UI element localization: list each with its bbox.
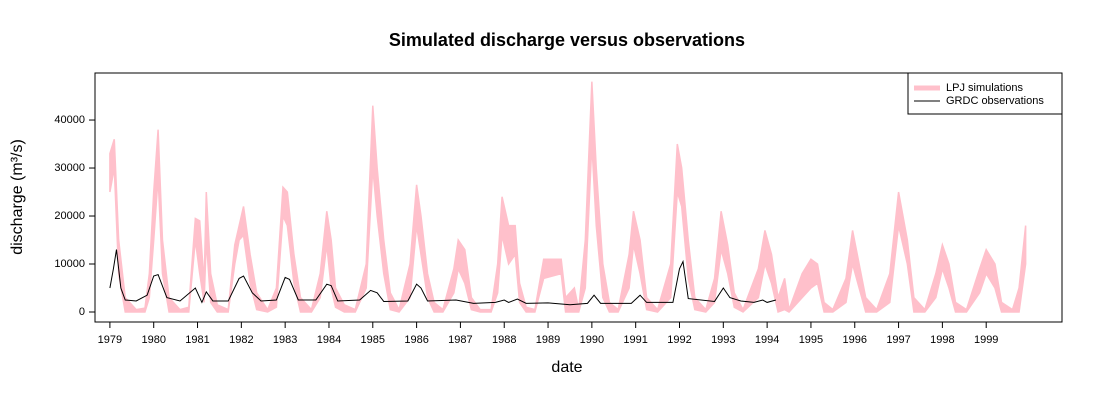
- plot-frame: [94, 72, 1063, 323]
- x-tick-label: 1997: [886, 334, 910, 346]
- x-tick-label: 1992: [667, 334, 691, 346]
- x-tick-label: 1984: [317, 334, 341, 346]
- x-tick-label: 1989: [536, 334, 560, 346]
- x-tick-label: 1982: [229, 334, 253, 346]
- x-tick-label: 1990: [580, 334, 604, 346]
- y-tick-label: 40000: [54, 114, 85, 126]
- y-tick-label: 30000: [54, 162, 85, 174]
- y-tick-label: 10000: [54, 258, 85, 270]
- x-tick-label: 1996: [843, 334, 867, 346]
- x-tick-label: 1985: [361, 334, 385, 346]
- x-tick-label: 1983: [273, 334, 297, 346]
- x-tick-label: 1980: [141, 334, 165, 346]
- x-tick-label: 1999: [974, 334, 998, 346]
- y-axis-label: discharge (m³/s): [9, 139, 26, 255]
- x-tick-label: 1987: [448, 334, 472, 346]
- observation-line: [109, 249, 777, 306]
- y-tick-label: 20000: [54, 210, 85, 222]
- x-tick-label: 1979: [98, 334, 122, 346]
- x-tick-label: 1988: [492, 334, 516, 346]
- x-axis-label: date: [551, 359, 582, 376]
- y-tick-label: 0: [79, 306, 85, 318]
- legend-box: [907, 72, 1063, 115]
- x-tick-label: 1986: [404, 334, 428, 346]
- chart-title: Simulated discharge versus observations: [389, 30, 745, 50]
- simulation-band: [109, 81, 1027, 313]
- legend-label: LPJ simulations: [946, 82, 1024, 94]
- x-tick-label: 1981: [185, 334, 209, 346]
- x-tick-label: 1995: [799, 334, 823, 346]
- x-tick-label: 1991: [623, 334, 647, 346]
- x-tick-label: 1994: [755, 334, 779, 346]
- x-tick-label: 1993: [711, 334, 735, 346]
- legend-label: GRDC observations: [946, 95, 1044, 107]
- x-tick-label: 1998: [930, 334, 954, 346]
